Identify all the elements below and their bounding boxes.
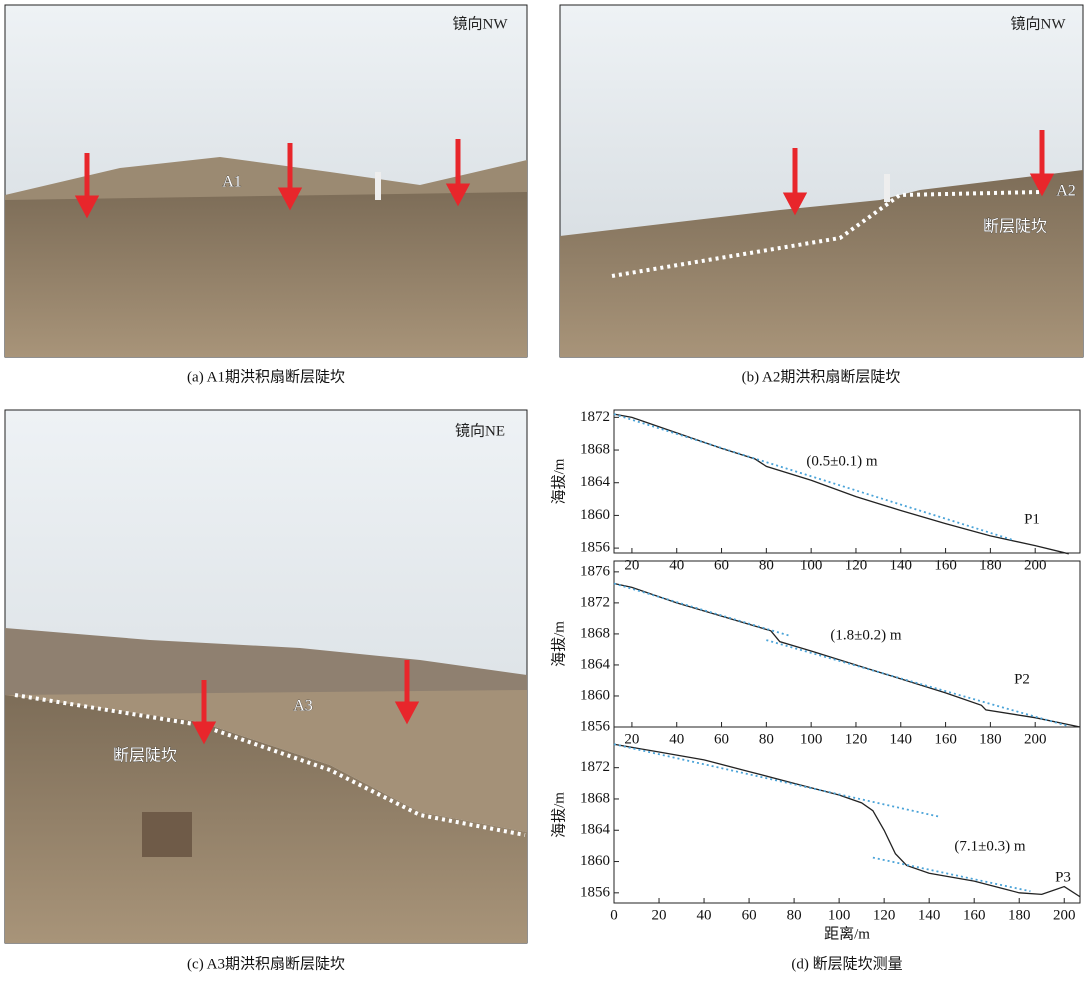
x-tick-label: 20 <box>624 557 639 573</box>
fit-line <box>614 414 1013 540</box>
direction: 镜向NE <box>455 421 505 439</box>
y-axis-label: 海拔/m <box>550 621 567 667</box>
caption: (c) A3期洪积扇断层陡坎 <box>187 955 345 972</box>
fit-line <box>614 744 940 817</box>
x-tick-label: 100 <box>828 907 851 923</box>
photo-b: 镜向NW A2 断层陡坎 <box>560 5 1083 357</box>
figure: 镜向NW A1 (a) A1期洪积扇断层陡坎 镜向NW A2 断层陡坎 (b) … <box>0 0 1087 977</box>
y-tick-label: 1860 <box>580 687 610 703</box>
x-tick-label: 40 <box>697 907 712 923</box>
x-tick-label: 200 <box>1024 557 1047 573</box>
y-tick-label: 1860 <box>580 507 610 523</box>
profile-label: P2 <box>1014 671 1030 687</box>
photo-label: A2 <box>1056 183 1076 200</box>
x-tick-label: 80 <box>787 907 802 923</box>
x-tick-label: 60 <box>742 907 757 923</box>
x-tick-label: 140 <box>918 907 941 923</box>
x-tick-label: 100 <box>800 557 823 573</box>
y-tick-label: 1864 <box>580 474 611 490</box>
annotation: (1.8±0.2) m <box>830 627 901 643</box>
x-tick-label: 80 <box>759 557 774 573</box>
x-tick-label: 180 <box>1008 907 1031 923</box>
y-tick-label: 1868 <box>580 625 610 641</box>
y-tick-label: 1872 <box>580 759 610 775</box>
x-tick-label: 60 <box>714 557 729 573</box>
x-axis-label: 距离/m <box>824 925 870 942</box>
x-tick-label: 200 <box>1053 907 1076 923</box>
plot-frame <box>614 561 1080 727</box>
fit-line <box>873 858 1031 892</box>
y-tick-label: 1872 <box>580 594 610 610</box>
profile-line <box>614 744 1080 897</box>
annotation: (7.1±0.3) m <box>954 838 1025 854</box>
caption: (b) A2期洪积扇断层陡坎 <box>742 368 901 385</box>
y-tick-label: 1872 <box>580 409 610 425</box>
page: 镜向NW A1 (a) A1期洪积扇断层陡坎 镜向NW A2 断层陡坎 (b) … <box>0 0 1087 982</box>
x-tick-label: 160 <box>963 907 986 923</box>
x-tick-label: 200 <box>1024 731 1047 747</box>
x-tick-label: 80 <box>759 731 774 747</box>
x-tick-label: 20 <box>624 731 639 747</box>
photo-c: 镜向NE A3 断层陡坎 <box>5 410 527 943</box>
y-axis-label: 海拔/m <box>550 458 567 504</box>
x-tick-label: 180 <box>979 557 1002 573</box>
y-tick-label: 1868 <box>580 441 610 457</box>
y-tick-label: 1860 <box>580 853 610 869</box>
x-tick-label: 120 <box>873 907 896 923</box>
x-tick-label: 60 <box>714 731 729 747</box>
y-tick-label: 1856 <box>580 718 611 734</box>
annotation: (0.5±0.1) m <box>806 453 877 469</box>
x-tick-label: 20 <box>652 907 667 923</box>
direction: 镜向NW <box>453 14 509 32</box>
profile-label: P3 <box>1055 869 1071 885</box>
y-axis-label: 海拔/m <box>550 792 567 838</box>
x-tick-label: 40 <box>669 731 684 747</box>
x-tick-label: 120 <box>845 731 868 747</box>
photo-label: 断层陡坎 <box>113 747 177 765</box>
photo-label: A3 <box>293 698 313 715</box>
y-tick-label: 1856 <box>580 540 611 556</box>
caption: (a) A1期洪积扇断层陡坎 <box>187 368 345 385</box>
x-tick-label: 0 <box>610 907 618 923</box>
y-tick-label: 1876 <box>580 563 611 579</box>
x-tick-label: 160 <box>934 731 957 747</box>
direction: 镜向NW <box>1011 14 1067 32</box>
photo-a: 镜向NW A1 <box>5 5 527 357</box>
x-tick-label: 40 <box>669 557 684 573</box>
y-tick-label: 1864 <box>580 822 611 838</box>
photo-label: A1 <box>222 174 242 191</box>
x-tick-label: 140 <box>890 731 913 747</box>
y-tick-label: 1856 <box>580 884 611 900</box>
x-tick-label: 140 <box>890 557 913 573</box>
profile-line <box>614 583 1080 727</box>
y-tick-label: 1864 <box>580 656 611 672</box>
plot-frame <box>614 410 1080 553</box>
x-tick-label: 120 <box>845 557 868 573</box>
photo-label: 断层陡坎 <box>983 218 1047 236</box>
fit-line <box>614 583 789 635</box>
y-tick-label: 1868 <box>580 790 610 806</box>
profile-label: P1 <box>1024 511 1040 527</box>
caption: (d) 断层陡坎测量 <box>791 955 902 972</box>
x-tick-label: 100 <box>800 731 823 747</box>
x-tick-label: 180 <box>979 731 1002 747</box>
plot-frame <box>614 727 1080 903</box>
x-tick-label: 160 <box>934 557 957 573</box>
